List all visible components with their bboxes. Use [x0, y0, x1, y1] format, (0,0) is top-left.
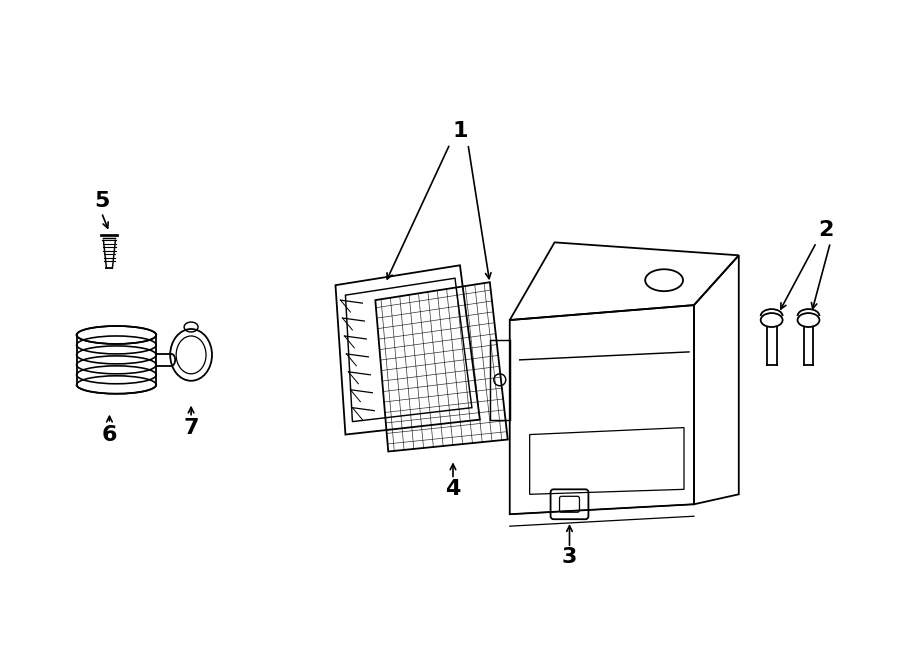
Text: 6: 6: [102, 424, 117, 445]
Text: 1: 1: [452, 121, 468, 141]
Text: 5: 5: [94, 190, 109, 211]
Text: 2: 2: [819, 220, 834, 241]
Text: 7: 7: [184, 418, 199, 438]
Text: 4: 4: [446, 479, 461, 499]
Text: 3: 3: [562, 547, 577, 567]
